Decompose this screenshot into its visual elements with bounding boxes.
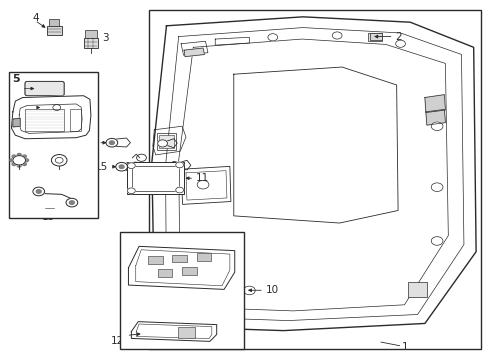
Text: 4: 4 [32,13,39,23]
Circle shape [106,138,118,147]
Text: 13: 13 [42,212,55,222]
Bar [132,166,178,191]
Polygon shape [425,109,445,125]
Text: 11: 11 [196,173,209,183]
Bar [407,282,427,297]
Circle shape [136,154,146,161]
Bar [70,109,81,131]
Text: 3: 3 [102,33,108,42]
FancyBboxPatch shape [25,81,64,96]
Circle shape [12,155,16,158]
Circle shape [13,156,25,165]
Bar [47,26,61,35]
Text: 15: 15 [95,162,108,172]
Text: 6: 6 [56,175,62,185]
Bar [367,33,381,41]
Polygon shape [128,246,234,289]
Circle shape [430,183,442,192]
Bar [369,33,382,40]
Circle shape [66,198,78,207]
Text: 8: 8 [26,103,32,113]
Bar [127,162,183,194]
Polygon shape [13,118,20,127]
Circle shape [24,159,28,162]
Circle shape [430,122,442,131]
Text: 5: 5 [12,74,20,84]
Text: 1: 1 [401,342,407,352]
Bar [196,253,211,261]
Circle shape [109,141,114,144]
Circle shape [175,187,183,193]
Bar [172,255,186,262]
Circle shape [267,34,277,41]
Circle shape [119,165,124,168]
Text: 12: 12 [111,336,124,346]
Bar [85,31,97,38]
FancyBboxPatch shape [25,81,64,96]
Circle shape [395,40,405,47]
Text: 14: 14 [82,138,96,148]
Circle shape [243,286,255,295]
Circle shape [12,163,16,166]
Circle shape [22,155,26,158]
Circle shape [17,164,21,167]
Circle shape [127,188,135,194]
Circle shape [169,162,179,169]
Text: 9: 9 [12,84,19,94]
Polygon shape [131,321,216,341]
Bar [177,327,194,338]
Bar [182,267,196,275]
Bar [9,72,98,218]
Circle shape [197,180,208,189]
Circle shape [55,157,63,163]
Circle shape [53,105,61,111]
Bar [149,10,480,348]
Text: 2: 2 [395,32,402,41]
Bar [83,38,98,48]
Circle shape [430,237,442,245]
Bar [42,106,53,109]
Polygon shape [424,95,445,113]
Circle shape [116,162,127,171]
Text: 7: 7 [16,175,22,185]
Bar [49,19,59,26]
Polygon shape [183,48,204,57]
Bar [148,256,162,264]
Circle shape [127,163,135,168]
Circle shape [36,190,41,193]
Text: 10: 10 [265,285,279,295]
Bar [158,269,172,277]
Circle shape [10,159,14,162]
Circle shape [33,187,44,196]
Bar [120,232,244,348]
Circle shape [22,163,26,166]
Bar [157,133,176,150]
Bar [25,109,64,131]
Circle shape [180,264,191,272]
Polygon shape [11,96,91,139]
Bar [159,135,173,148]
Circle shape [331,32,341,39]
Circle shape [175,162,183,168]
Circle shape [17,153,21,156]
Circle shape [69,201,74,204]
Circle shape [158,140,167,147]
Polygon shape [152,17,475,330]
Circle shape [51,154,67,166]
